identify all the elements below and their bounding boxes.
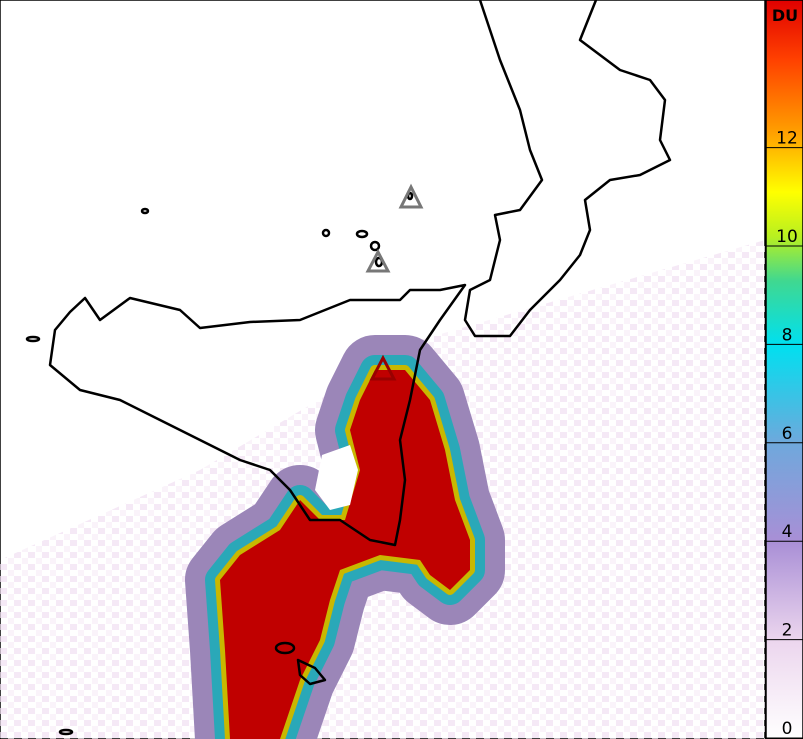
island	[58, 728, 74, 736]
volcano-marker	[369, 354, 397, 381]
island	[355, 229, 369, 239]
tick-label: 6	[782, 424, 793, 444]
colorbar-ticks: 0 2 4 6 8 10 12	[766, 129, 803, 739]
island	[140, 207, 150, 215]
colorbar-label: DU	[772, 6, 798, 25]
volcano-marker	[365, 248, 391, 273]
tick-label: 2	[782, 621, 793, 641]
plume-core	[220, 370, 470, 739]
calabria	[463, 0, 672, 338]
tick-label: 10	[776, 227, 798, 247]
tick-label: 12	[776, 129, 798, 149]
volcano-marker	[398, 183, 424, 209]
volcanoes	[365, 183, 424, 381]
tick-label: 8	[782, 325, 793, 345]
malta	[296, 658, 327, 686]
colorbar	[765, 0, 803, 739]
island	[369, 240, 381, 252]
gozo	[274, 641, 296, 655]
tick-label: 4	[782, 522, 793, 542]
plume-gap	[315, 445, 358, 510]
tick-label: 0	[782, 719, 793, 739]
island	[25, 335, 41, 343]
island	[321, 228, 331, 238]
sicily	[48, 283, 467, 547]
